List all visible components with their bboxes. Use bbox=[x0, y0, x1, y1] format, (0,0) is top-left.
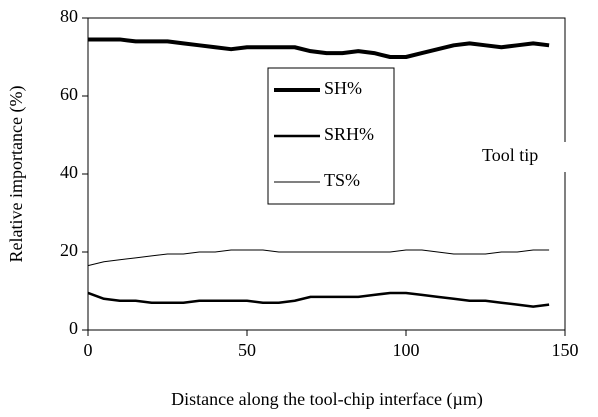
legend-label: SRH% bbox=[324, 124, 374, 144]
x-tick-label: 50 bbox=[238, 340, 256, 360]
series-line bbox=[87, 249, 550, 267]
y-tick-label: 80 bbox=[60, 6, 78, 26]
x-tick-label: 100 bbox=[393, 340, 420, 360]
x-tick-label: 150 bbox=[552, 340, 579, 360]
x-axis-label: Distance along the tool-chip interface (… bbox=[171, 389, 483, 410]
y-axis-label: Relative importance (%) bbox=[6, 86, 27, 263]
series-line bbox=[87, 291, 550, 308]
y-tick-label: 0 bbox=[69, 318, 78, 338]
x-tick-label: 0 bbox=[84, 340, 93, 360]
legend-label: SH% bbox=[324, 78, 362, 98]
legend-label: TS% bbox=[324, 170, 360, 190]
y-tick-label: 40 bbox=[60, 162, 78, 182]
y-tick-label: 20 bbox=[60, 240, 78, 260]
annotation-bg bbox=[478, 142, 568, 172]
y-tick-label: 60 bbox=[60, 84, 78, 104]
annotation: Tool tip bbox=[482, 145, 538, 165]
series-line bbox=[88, 37, 550, 59]
